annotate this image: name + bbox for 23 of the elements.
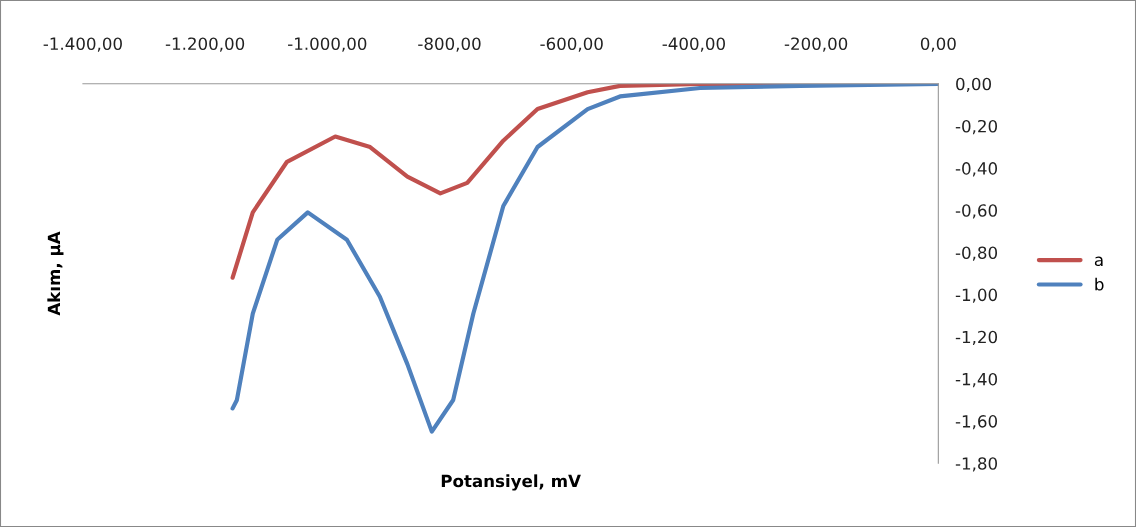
y-tick-label: -0,20 [955,119,998,135]
y-tick-label: -1,40 [955,372,998,388]
x-tick-label: -800,00 [418,37,481,52]
x-tick-label: -600,00 [540,37,603,52]
y-tick-label: -0,80 [955,246,998,261]
x-tick-label: -1.400,00 [43,37,122,52]
y-tick-label: 0,00 [956,77,992,93]
y-tick-label: -0,60 [955,204,998,219]
y-tick-label: -1,20 [955,330,998,346]
legend-label: a [1094,256,1103,267]
y-tick-label: -1,00 [955,288,998,303]
x-tick-label: -1.000,00 [288,37,367,52]
x-tick-label: -200,00 [784,37,848,52]
x-axis-title: Potansiyel, mV [441,474,581,491]
y-tick-label: -1,60 [955,415,998,430]
x-tick-label: -400,00 [662,37,725,52]
y-tick-label: -0,40 [955,162,998,177]
x-tick-label: 0,00 [920,37,956,52]
legend-label: b [1095,277,1104,291]
y-tick-label: -1,80 [955,457,998,472]
x-tick-label: -1.200,00 [165,37,245,52]
line-series [230,83,939,434]
y-axis-title: Akım, μA [47,231,64,316]
